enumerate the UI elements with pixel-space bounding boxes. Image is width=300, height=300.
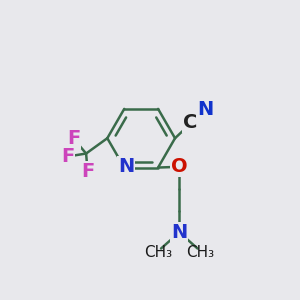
Text: C: C [183, 113, 198, 132]
Text: N: N [118, 158, 134, 176]
Text: N: N [171, 223, 188, 242]
Text: F: F [61, 147, 74, 166]
Text: CH₃: CH₃ [145, 245, 173, 260]
Text: F: F [81, 162, 94, 181]
Text: N: N [197, 100, 214, 119]
Text: O: O [171, 158, 188, 176]
Text: F: F [67, 129, 80, 148]
Text: CH₃: CH₃ [186, 245, 214, 260]
